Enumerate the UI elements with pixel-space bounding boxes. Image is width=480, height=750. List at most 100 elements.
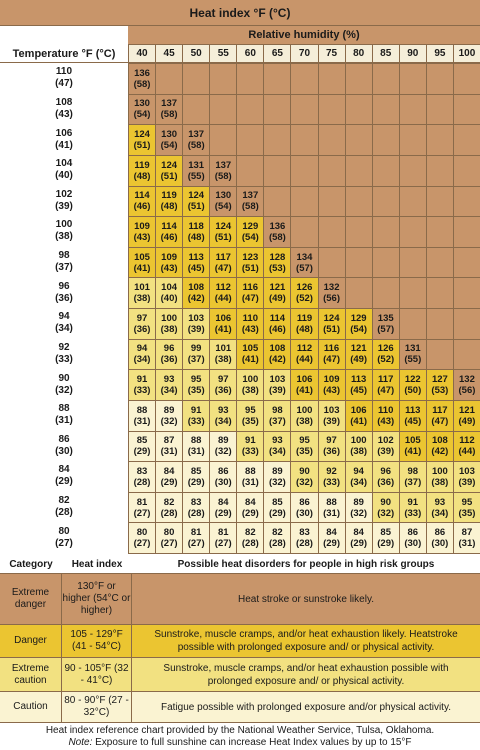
legend-disorders: Sunstroke, muscle cramps, and/or heat ex… — [132, 625, 480, 657]
heat-index-cell: 90 (32) — [290, 461, 318, 492]
humidity-tick-45: 45 — [155, 45, 183, 63]
heat-index-cell: 106 (41) — [290, 369, 318, 400]
heat-index-cell: 112 (44) — [209, 277, 237, 308]
heat-index-cell-extreme — [209, 63, 237, 94]
legend-index-range: 105 - 129°F (41 - 54°C) — [62, 625, 132, 657]
heat-index-cell: 81 (27) — [182, 522, 210, 553]
heat-index-cell-extreme — [452, 185, 480, 217]
heat-index-cell-extreme — [398, 63, 426, 94]
heat-index-cell-extreme — [452, 124, 480, 155]
heat-index-cell: 91 (33) — [236, 430, 264, 462]
heat-index-cell-extreme — [317, 93, 345, 125]
heat-index-cell: 93 (34) — [209, 399, 237, 431]
heat-index-cell-extreme — [155, 63, 183, 94]
legend-disorders: Heat stroke or sunstroke likely. — [132, 574, 480, 624]
heat-index-cell-extreme — [290, 154, 318, 186]
heat-index-cell-extreme — [263, 124, 291, 155]
heat-index-cell: 97 (36) — [128, 308, 156, 339]
temperature-label-94: 94 (34) — [55, 311, 73, 335]
heat-index-cell-extreme — [398, 246, 426, 278]
temperature-label-104: 104 (40) — [55, 158, 73, 182]
heat-index-cell: 100 (38) — [290, 399, 318, 431]
heat-index-cell: 117 (47) — [425, 399, 453, 431]
heat-index-cell: 114 (46) — [263, 308, 291, 339]
heat-index-cell-extreme — [371, 216, 399, 247]
temperature-label-82: 82 (28) — [55, 495, 73, 519]
heat-index-cell-extreme — [344, 93, 372, 125]
chart-title: Heat index °F (°C) — [0, 0, 480, 26]
heat-index-cell-extreme — [344, 246, 372, 278]
heat-index-cell-extreme — [371, 124, 399, 155]
heat-index-cell-extreme — [317, 216, 345, 247]
temperature-label-110: 110 (47) — [55, 66, 73, 90]
legend-row-extreme-danger: Extreme danger 130°F or higher (54°C or … — [0, 573, 480, 624]
heat-index-cell: 112 (44) — [290, 338, 318, 370]
heat-index-cell: 95 (35) — [452, 491, 480, 523]
heat-index-cell: 113 (45) — [182, 246, 210, 278]
heat-index-cell-extreme — [182, 63, 210, 94]
heat-index-cell-extreme — [290, 124, 318, 155]
legend-category: Danger — [0, 625, 62, 657]
heat-index-cell-extreme — [452, 277, 480, 308]
heat-index-cell-extreme — [452, 246, 480, 278]
heat-index-cell: 122 (50) — [398, 369, 426, 400]
heat-index-cell-extreme — [236, 154, 264, 186]
heat-index-cell-extreme — [425, 246, 453, 278]
heat-index-cell-extreme — [398, 185, 426, 217]
heat-index-cell: 95 (35) — [236, 399, 264, 431]
heat-index-cell: 83 (28) — [182, 491, 210, 523]
temperature-label-88: 88 (31) — [55, 403, 73, 427]
heat-index-cell: 82 (28) — [236, 522, 264, 553]
heat-index-cell-extreme — [452, 154, 480, 186]
heat-index-cell: 82 (28) — [263, 522, 291, 553]
grid-bottom-border — [128, 553, 480, 554]
heat-index-cell: 108 (42) — [425, 430, 453, 462]
heat-index-cell: 80 (27) — [155, 522, 183, 553]
heat-index-cell: 93 (34) — [155, 369, 183, 400]
heat-index-cell: 101 (38) — [128, 277, 156, 308]
heat-index-cell-extreme — [425, 93, 453, 125]
heat-index-cell-extreme — [209, 124, 237, 155]
heat-index-cell-extreme — [236, 63, 264, 94]
humidity-tick-40: 40 — [128, 45, 156, 63]
heat-index-cell: 86 (30) — [425, 522, 453, 553]
heat-index-cell: 130 (54) — [209, 185, 237, 217]
heat-index-cell: 137 (58) — [182, 124, 210, 155]
heat-index-cell: 89 (32) — [209, 430, 237, 462]
heat-index-cell: 94 (34) — [344, 461, 372, 492]
heat-index-cell-extreme — [236, 124, 264, 155]
heat-index-cell: 96 (36) — [371, 461, 399, 492]
heat-index-cell-extreme — [344, 154, 372, 186]
humidity-tick-90: 90 — [398, 45, 426, 63]
heat-index-cell: 135 (57) — [371, 308, 399, 339]
heat-index-cell-extreme — [371, 154, 399, 186]
heat-index-cell: 100 (38) — [344, 430, 372, 462]
heat-index-cell-extreme — [317, 154, 345, 186]
heat-index-cell: 126 (52) — [371, 338, 399, 370]
heat-index-cell-extreme — [371, 93, 399, 125]
heat-index-cell-extreme — [317, 246, 345, 278]
heat-index-cell-extreme — [398, 216, 426, 247]
heat-index-cell-extreme — [290, 93, 318, 125]
heat-index-cell: 110 (43) — [371, 399, 399, 431]
heat-index-cell: 136 (58) — [128, 63, 156, 94]
heat-index-cell: 128 (53) — [263, 246, 291, 278]
temperature-label-100: 100 (38) — [55, 219, 73, 243]
heat-index-cell: 87 (31) — [452, 522, 480, 553]
temperature-label-106: 106 (41) — [55, 127, 73, 151]
heat-index-cell: 84 (29) — [317, 522, 345, 553]
heat-index-cell: 100 (38) — [425, 461, 453, 492]
heat-index-cell: 131 (55) — [398, 338, 426, 370]
heat-index-cell-extreme — [425, 154, 453, 186]
heat-index-cell-extreme — [398, 308, 426, 339]
heat-index-cell: 85 (29) — [128, 430, 156, 462]
heat-index-cell: 112 (44) — [452, 430, 480, 462]
heat-index-cell: 121 (49) — [263, 277, 291, 308]
heat-index-cell-extreme — [344, 124, 372, 155]
temperature-label-98: 98 (37) — [55, 250, 73, 274]
legend-row-extreme-caution: Extreme caution 90 - 105°F (32 - 41°C) S… — [0, 657, 480, 691]
humidity-tick-50: 50 — [182, 45, 210, 63]
heat-index-cell: 84 (29) — [344, 522, 372, 553]
temperature-label-102: 102 (39) — [55, 188, 73, 212]
heat-index-cell-extreme — [290, 63, 318, 94]
